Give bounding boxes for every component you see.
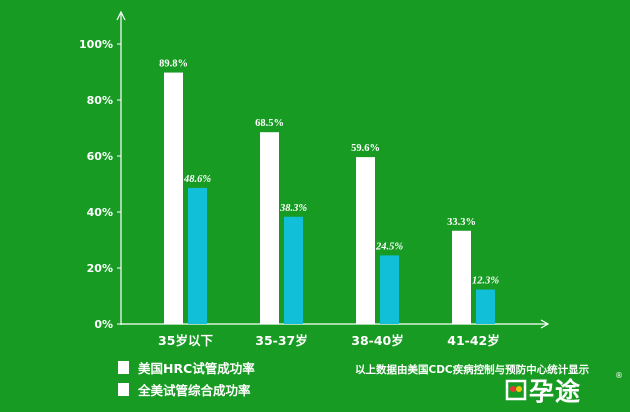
legend-label-national: 全美试管综合成功率 [138, 382, 251, 398]
data-label-hrc: 33.3% [447, 217, 476, 228]
bar-national [188, 187, 207, 324]
bar-national [476, 289, 495, 324]
data-label-national: 24.5% [375, 241, 403, 252]
legend-item-national: 全美试管综合成功率 [118, 378, 255, 400]
x-axis-categories: 35岁以下 35-37岁 38-40岁 41-42岁 [158, 333, 500, 348]
data-label-hrc: 68.5% [255, 118, 284, 129]
x-category-label: 35岁以下 [158, 333, 213, 348]
legend-swatch-hrc [118, 360, 129, 374]
y-tick-label: 0% [94, 318, 113, 331]
x-category-label: 38-40岁 [351, 333, 403, 348]
y-tick-label: 80% [87, 94, 113, 107]
data-labels: 89.8% 48.6% 68.5% 38.3% 59.6% 24.5% 33.3% 12.3% [159, 59, 499, 287]
x-axis-arrow [540, 319, 550, 329]
y-tick-label: 60% [87, 150, 113, 163]
legend-item-hrc: 美国HRC试管成功率 [118, 356, 255, 378]
logo-icon [505, 379, 527, 401]
bar-hrc [164, 72, 183, 324]
logo-registered-mark: ® [615, 371, 623, 380]
data-label-national: 12.3% [472, 276, 499, 287]
bar-group [164, 72, 495, 324]
legend-swatch-national [118, 382, 129, 396]
y-axis-arrow [116, 10, 126, 21]
logo-text: 孕途 [529, 377, 582, 406]
data-label-hrc: 89.8% [159, 59, 188, 70]
bar-hrc [356, 157, 375, 324]
data-label-national: 48.6% [183, 174, 211, 185]
source-note: 以上数据由美国CDC疾病控制与预防中心统计显示 [355, 364, 590, 376]
x-category-label: 41-42岁 [447, 333, 499, 348]
bar-hrc [260, 132, 279, 324]
bar-hrc [452, 230, 471, 324]
y-tick-label: 100% [79, 38, 113, 51]
legend-label-hrc: 美国HRC试管成功率 [138, 360, 255, 376]
y-tick-label: 40% [87, 206, 113, 219]
data-label-hrc: 59.6% [351, 143, 380, 154]
bar-national [380, 255, 399, 324]
x-category-label: 35-37岁 [255, 333, 307, 348]
data-label-national: 38.3% [279, 203, 307, 214]
legend: 美国HRC试管成功率 全美试管综合成功率 [118, 356, 255, 400]
brand-logo: 孕途 ® [505, 371, 625, 409]
bar-national [284, 216, 303, 324]
y-axis-ticks: 0% 20% 40% 60% 80% 100% [79, 38, 121, 331]
y-tick-label: 20% [87, 262, 113, 275]
